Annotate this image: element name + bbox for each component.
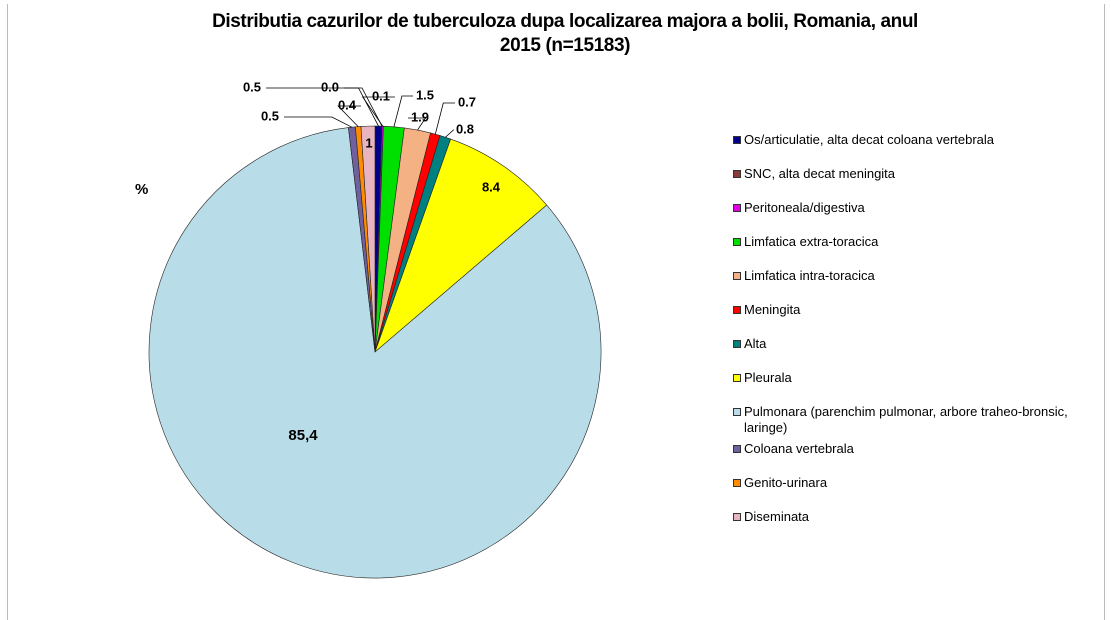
frame: [7, 4, 1105, 620]
leader-line: [445, 129, 455, 138]
legend-swatch: [733, 204, 741, 212]
legend-swatch: [733, 408, 741, 416]
data-label: 0.1: [372, 88, 390, 103]
leader-line: [361, 96, 395, 127]
data-label: 1.5: [416, 87, 434, 102]
legend-item: SNC, alta decat meningita: [733, 166, 1105, 182]
legend-item: Peritoneala/digestiva: [733, 200, 1105, 216]
legend-item: Coloana vertebrala: [733, 441, 1105, 457]
leader-line: [337, 105, 361, 127]
data-label: 8.4: [482, 179, 501, 194]
legend-item: Os/articulatie, alta decat coloana verte…: [733, 132, 1105, 148]
legend-item: Limfatica extra-toracica: [733, 234, 1105, 250]
chart-title: Distributia cazurilor de tuberculoza dup…: [212, 11, 918, 56]
data-label: 0.5: [243, 79, 261, 94]
legend-swatch: [733, 238, 741, 246]
legend-label: Coloana vertebrala: [744, 441, 854, 456]
legend-label: Os/articulatie, alta decat coloana verte…: [744, 132, 995, 147]
data-label: 1.9: [411, 109, 429, 124]
legend-label: Diseminata: [744, 509, 810, 524]
legend-swatch: [733, 340, 741, 348]
pie-slice: [374, 138, 548, 353]
leader-line: [344, 87, 383, 127]
data-label: 0.8: [456, 121, 474, 136]
legend-item: Meningita: [733, 302, 1105, 318]
data-label: 0.4: [338, 97, 357, 112]
legend-item: Pleurala: [733, 370, 1105, 386]
legend-label: Genito-urinara: [744, 475, 828, 490]
data-label: 0.5: [261, 108, 279, 123]
leader-line: [284, 116, 353, 128]
data-label: 0.7: [458, 94, 476, 109]
legend-swatch: [733, 374, 741, 382]
data-label: 85,4: [288, 427, 318, 444]
pie-slice: [360, 125, 376, 353]
legend-swatch: [733, 272, 741, 280]
legend-label: SNC, alta decat meningita: [744, 166, 896, 181]
leader-line: [408, 117, 427, 131]
leader-line: [393, 95, 413, 127]
pie-slice: [148, 127, 602, 579]
legend-label: Peritoneala/digestiva: [744, 200, 865, 215]
legend-swatch: [733, 306, 741, 314]
legend-label: Alta: [744, 336, 767, 351]
legend-label: Pleurala: [744, 370, 792, 385]
legend-swatch: [733, 170, 741, 178]
legend-item: Diseminata: [733, 509, 1105, 525]
legend-swatch: [733, 513, 741, 521]
data-label: 0.0: [321, 79, 339, 94]
legend-item: Limfatica intra-toracica: [733, 268, 1105, 284]
data-label: 1: [365, 135, 372, 150]
legend-item: Alta: [733, 336, 1105, 352]
legend-label: Meningita: [744, 302, 801, 317]
legend-label: Pulmonara (parenchim pulmonar, arbore tr…: [744, 404, 1068, 435]
leader-line: [434, 102, 455, 135]
legend-swatch: [733, 136, 741, 144]
legend-item: Genito-urinara: [733, 475, 1105, 491]
legend-swatch: [733, 445, 741, 453]
legend-label: Limfatica extra-toracica: [744, 234, 879, 249]
legend-label: Limfatica intra-toracica: [744, 268, 875, 283]
axis-label: %: [135, 181, 148, 198]
legend-item: Pulmonara (parenchim pulmonar, arbore tr…: [733, 404, 1105, 436]
legend-swatch: [733, 479, 741, 487]
